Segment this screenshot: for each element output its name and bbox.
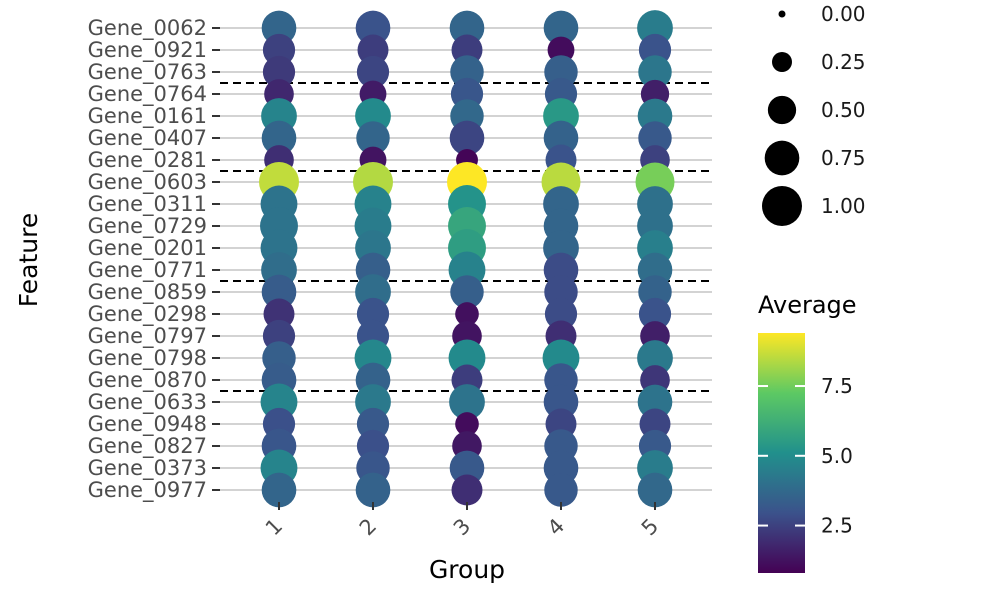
dot-gene_0798-group-5 [637,340,673,376]
colorbar-tick-label-1: 5.0 [821,444,853,468]
x-tick-label-1: 1 [261,514,287,540]
dot-gene_0798-group-3 [448,339,486,377]
size-legend-label-0: 0.00 [821,2,866,26]
dot-gene_0633-group-3 [449,384,485,420]
dot-gene_0407-group-2 [356,121,390,155]
size-legend-label-4: 1.00 [821,194,866,218]
y-tick-label-gene_0870: Gene_0870 [88,368,207,393]
dot-gene_0859-group-3 [450,275,484,309]
y-tick-label-gene_0797: Gene_0797 [88,324,207,349]
x-axis-title: Group [429,555,505,584]
colorbar-ticks: 2.5 5.0 7.5 [758,374,853,538]
y-tick-label-gene_0373: Gene_0373 [88,456,207,481]
y-tick-label-gene_0281: Gene_0281 [88,148,207,173]
y-tick-label-gene_0798: Gene_0798 [88,346,207,371]
group-separators [220,82,712,392]
dot-gene_0763-group-2 [356,55,390,89]
dot-gene_0407-group-1 [261,120,297,156]
y-tick-label-gene_0201: Gene_0201 [88,236,207,261]
dot-gene_0298-group-3 [455,302,479,326]
dot-gene_0977-group-4 [544,473,578,507]
size-legend-dot-1 [772,52,792,72]
color-legend-title: Average [758,291,857,319]
y-tick-label-gene_0729: Gene_0729 [88,214,207,239]
dot-gene_0062-group-2 [355,10,391,46]
y-tick-label-gene_0764: Gene_0764 [88,82,207,107]
y-tick-label-gene_0161: Gene_0161 [88,104,207,129]
dot-gene_0298-group-4 [544,297,578,331]
y-tick-label-gene_0407: Gene_0407 [88,126,207,151]
size-legend-dot-3 [764,140,800,176]
dot-gene_0407-group-5 [638,121,672,155]
dot-gene_0633-group-4 [543,384,579,420]
dot-gene_0298-group-5 [638,297,672,331]
y-tick-label-gene_0062: Gene_0062 [88,16,207,41]
y-tick-label-gene_0298: Gene_0298 [88,302,207,327]
dot-gene_0921-group-2 [357,34,389,66]
x-tick-label-2: 2 [355,514,381,540]
dot-gene_0373-group-3 [449,450,485,486]
x-tick-label-3: 3 [449,514,475,540]
size-legend-label-1: 0.25 [821,50,866,74]
y-tick-label-gene_0603: Gene_0603 [88,170,207,195]
dot-gene_0763-group-5 [638,55,672,89]
colorbar-tick-label-2: 7.5 [821,374,853,398]
colorbar [758,333,805,573]
size-legend-dot-0 [778,10,786,18]
dot-gene_0948-group-5 [639,408,671,440]
x-tick-label-5: 5 [637,514,663,540]
colorbar-tick-label-0: 2.5 [821,514,853,538]
dot-gene_0407-group-4 [543,120,579,156]
y-axis: Gene_0062Gene_0921Gene_0763Gene_0764Gene… [88,16,220,503]
x-axis: 1 2 3 4 5 [261,502,663,540]
y-tick-label-gene_0921: Gene_0921 [88,38,207,63]
y-tick-label-gene_0948: Gene_0948 [88,412,207,437]
y-tick-label-gene_0633: Gene_0633 [88,390,207,415]
dot-gene_0062-group-4 [543,10,579,46]
dot-gene_0859-group-1 [261,274,297,310]
dot-gene_0763-group-1 [262,55,296,89]
dot-gene_0977-group-5 [637,472,673,508]
y-tick-label-gene_0311: Gene_0311 [88,192,207,217]
size-legend: 0.00 0.25 0.50 0.75 1.00 [762,2,866,226]
y-tick-label-gene_0827: Gene_0827 [88,434,207,459]
color-legend: Average 2.5 5.0 7.5 [758,291,857,573]
size-legend-dot-4 [762,186,802,226]
size-legend-dot-2 [767,95,797,125]
dot-gene_0977-group-2 [355,472,391,508]
y-tick-label-gene_0763: Gene_0763 [88,60,207,85]
size-legend-label-3: 0.75 [821,146,866,170]
size-legend-label-2: 0.50 [821,98,866,122]
y-tick-label-gene_0859: Gene_0859 [88,280,207,305]
dot-gene_0977-group-3 [451,474,483,506]
y-tick-label-gene_0977: Gene_0977 [88,478,207,503]
dot-gene_0407-group-3 [449,120,485,156]
dot-gene_0977-group-1 [261,472,297,508]
dot-gene_0298-group-1 [263,298,295,330]
dots [259,10,675,508]
dot-gene_0633-group-5 [637,384,673,420]
dot-gene_0948-group-3 [455,412,479,436]
y-tick-label-gene_0771: Gene_0771 [88,258,207,283]
x-tick-label-4: 4 [543,514,569,540]
dot-gene_0062-group-3 [449,10,485,46]
y-axis-title: Feature [14,213,43,307]
